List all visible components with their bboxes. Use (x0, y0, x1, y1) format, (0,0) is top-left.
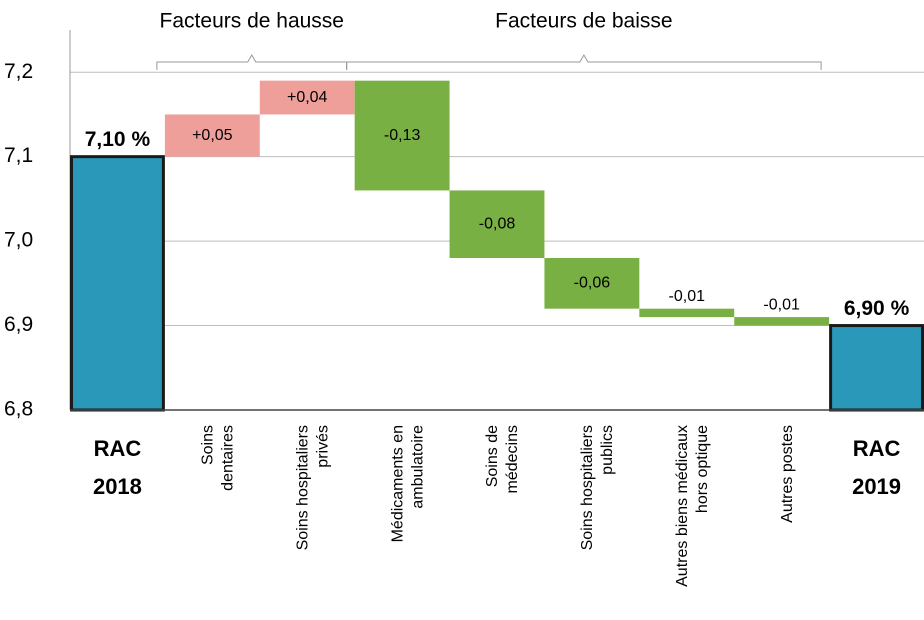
y-tick-label: 6,9 (4, 313, 33, 336)
delta-bar (544, 258, 640, 309)
y-tick-label: 6,8 (4, 398, 33, 421)
delta-bar (734, 317, 830, 326)
x-tick-label: 2018 (93, 474, 142, 499)
y-tick-label: 7,1 (4, 144, 33, 167)
value-label: 7,10 % (85, 128, 151, 151)
group-bracket (346, 53, 822, 70)
delta-bar (639, 308, 735, 318)
delta-bar (449, 190, 545, 258)
value-label: +0,05 (192, 127, 233, 144)
value-label: 6,90 % (844, 297, 910, 320)
delta-bar (164, 114, 260, 157)
value-label: -0,01 (669, 288, 706, 305)
y-tick-label: 7,2 (4, 60, 33, 83)
delta-bar (259, 80, 355, 115)
x-tick-label: privés (314, 425, 331, 468)
value-label: -0,06 (574, 275, 611, 292)
x-tick-label: ambulatoire (409, 425, 426, 509)
x-tick-label: Médicaments en (389, 425, 406, 542)
y-tick-label: 7,0 (4, 229, 33, 252)
x-tick-label: dentaires (220, 425, 237, 491)
total-bar (829, 324, 924, 412)
delta-bar (354, 80, 450, 191)
total-bar (70, 155, 165, 412)
x-tick-label: RAC (94, 436, 142, 461)
group-label: Facteurs de baisse (495, 10, 672, 33)
x-tick-label: Autres biens médicaux (674, 425, 691, 587)
value-label: +0,04 (287, 89, 328, 106)
group-bracket (156, 53, 348, 70)
x-tick-label: 2019 (852, 474, 901, 499)
x-tick-label: Soins hospitaliers (294, 425, 311, 550)
x-tick-label: Autres postes (779, 425, 796, 523)
group-label: Facteurs de hausse (160, 10, 344, 33)
value-label: -0,01 (763, 296, 800, 313)
x-tick-label: hors optique (694, 425, 711, 513)
value-label: -0,13 (384, 127, 421, 144)
x-tick-label: médecins (504, 425, 521, 493)
x-tick-label: RAC (853, 436, 901, 461)
x-tick-label: Soins de (484, 425, 501, 487)
x-tick-label: Soins (200, 425, 217, 465)
x-tick-label: Soins hospitaliers (579, 425, 596, 550)
x-tick-label: publics (599, 425, 616, 475)
value-label: -0,08 (479, 215, 516, 232)
